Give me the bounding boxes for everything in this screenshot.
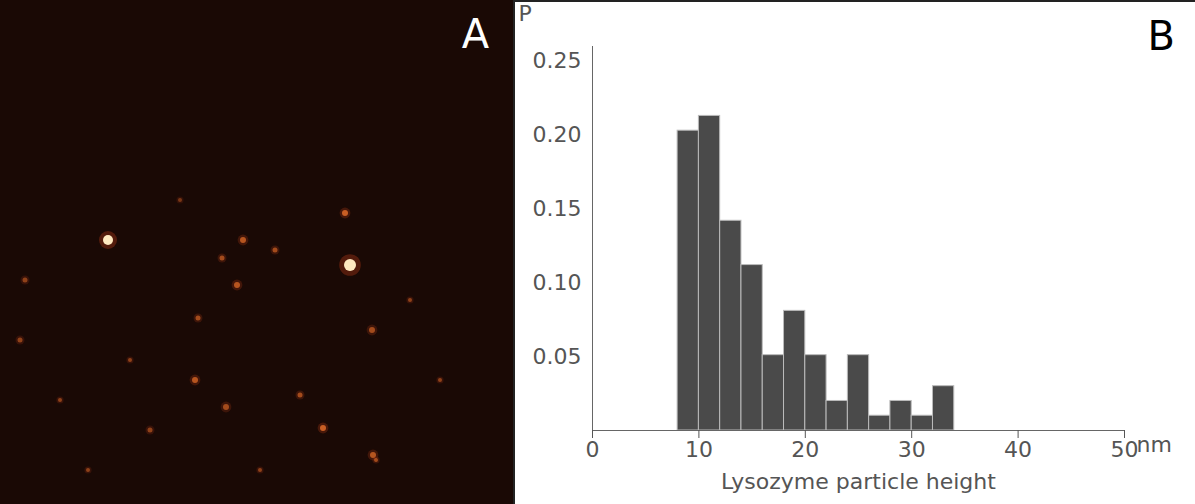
svg-text:20: 20 bbox=[791, 437, 819, 462]
svg-text:nm: nm bbox=[1137, 432, 1172, 457]
svg-text:0.10: 0.10 bbox=[533, 270, 582, 295]
html-text:B: B bbox=[1147, 13, 1175, 59]
svg-text:10: 10 bbox=[685, 437, 713, 462]
svg-text:0.05: 0.05 bbox=[533, 344, 582, 369]
svg-text:40: 40 bbox=[1004, 437, 1032, 462]
svg-text:0.25: 0.25 bbox=[533, 48, 582, 73]
svg-text:0.20: 0.20 bbox=[533, 122, 582, 147]
svg-text:0: 0 bbox=[586, 437, 600, 462]
svg-text:0.15: 0.15 bbox=[533, 196, 582, 221]
svg-text:Lysozyme particle height: Lysozyme particle height bbox=[721, 469, 996, 494]
html-text:A: A bbox=[461, 11, 489, 57]
svg-text:P: P bbox=[519, 2, 532, 26]
svg-text:50: 50 bbox=[1111, 437, 1139, 462]
svg-text:30: 30 bbox=[898, 437, 926, 462]
